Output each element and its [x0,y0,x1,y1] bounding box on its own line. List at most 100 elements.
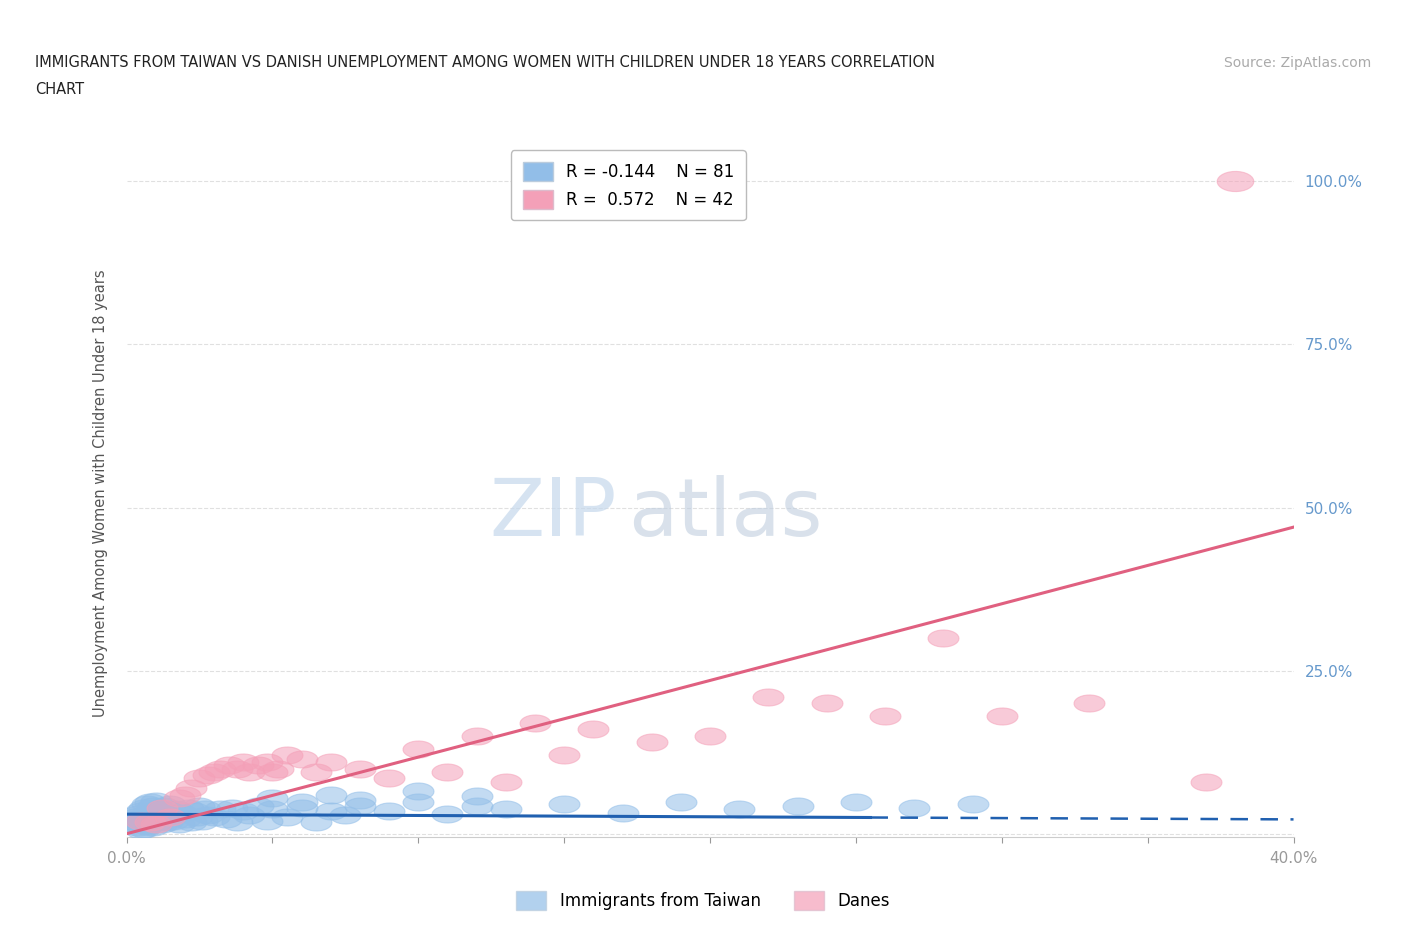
Point [132,810,155,825]
Point [465,799,488,814]
Point [139,795,162,810]
Text: Source: ZipAtlas.com: Source: ZipAtlas.com [1223,56,1371,70]
Point [465,789,488,804]
Text: IMMIGRANTS FROM TAIWAN VS DANISH UNEMPLOYMENT AMONG WOMEN WITH CHILDREN UNDER 18: IMMIGRANTS FROM TAIWAN VS DANISH UNEMPLO… [35,55,935,70]
Point [162,813,184,828]
Point [129,813,152,828]
Point [845,795,868,810]
Point [142,808,165,823]
Point [305,815,328,830]
Legend: Immigrants from Taiwan, Danes: Immigrants from Taiwan, Danes [509,884,897,917]
Point [139,815,162,830]
Point [262,790,284,805]
Point [378,804,401,818]
Point [165,802,187,817]
Point [197,767,219,782]
Point [319,804,342,818]
Point [465,728,488,743]
Y-axis label: Unemployment Among Women with Children Under 18 years: Unemployment Among Women with Children U… [93,269,108,717]
Point [129,813,152,828]
Point [582,722,605,737]
Point [524,715,547,730]
Point [276,748,298,763]
Point [903,800,925,815]
Point [728,802,751,817]
Point [188,799,211,814]
Point [153,813,176,828]
Point [875,709,897,724]
Point [215,812,238,827]
Point [319,754,342,769]
Point [640,735,664,750]
Point [305,764,328,779]
Point [669,795,692,810]
Point [226,815,249,830]
Point [170,805,193,820]
Point [208,761,231,776]
Point [167,790,190,805]
Text: atlas: atlas [628,474,823,552]
Point [124,817,146,831]
Point [197,808,219,823]
Point [208,802,231,817]
Point [156,802,179,817]
Point [129,823,152,838]
Point [246,799,269,814]
Point [142,819,165,834]
Point [290,795,312,810]
Point [136,818,159,833]
Legend: R = -0.144    N = 81, R =  0.572    N = 42: R = -0.144 N = 81, R = 0.572 N = 42 [510,151,745,220]
Point [136,806,159,821]
Point [145,817,167,831]
Point [121,813,143,828]
Point [1195,774,1218,789]
Text: ZIP: ZIP [489,474,617,552]
Point [139,817,162,831]
Point [276,810,298,825]
Point [990,709,1012,724]
Point [132,821,155,836]
Point [262,802,284,817]
Point [177,800,200,815]
Point [436,764,458,779]
Point [188,771,211,786]
Point [148,802,170,817]
Point [335,808,357,823]
Point [127,806,149,821]
Point [553,797,575,812]
Point [183,804,205,818]
Point [232,804,254,818]
Point [1223,174,1246,189]
Point [148,812,170,827]
Point [612,805,634,820]
Point [699,728,721,743]
Point [153,799,176,814]
Point [408,784,430,799]
Point [159,810,181,825]
Point [129,804,152,818]
Point [150,800,173,815]
Point [349,799,371,814]
Point [267,761,290,776]
Point [238,808,260,823]
Point [378,771,401,786]
Point [436,806,458,821]
Point [495,774,517,789]
Point [180,815,202,830]
Point [202,764,225,779]
Point [142,799,165,814]
Point [150,804,173,819]
Point [262,764,284,779]
Point [145,804,167,818]
Point [194,802,217,817]
Point [553,748,575,763]
Text: CHART: CHART [35,82,84,97]
Point [349,792,371,807]
Point [145,793,167,808]
Point [290,751,312,766]
Point [256,813,278,828]
Point [786,799,808,814]
Point [349,761,371,776]
Point [290,800,312,815]
Point [132,800,155,815]
